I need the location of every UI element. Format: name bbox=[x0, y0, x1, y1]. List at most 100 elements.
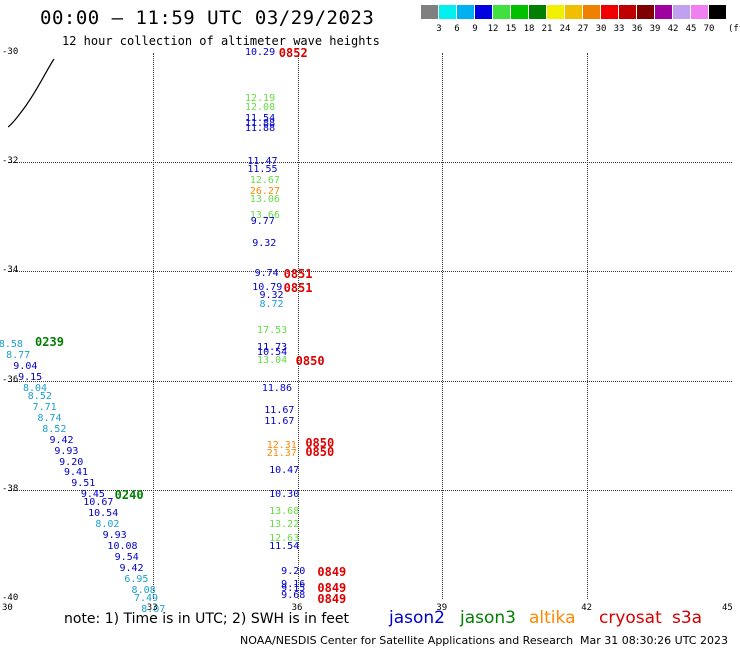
color-scale-tick: 6 bbox=[454, 24, 460, 34]
color-scale-tick: 33 bbox=[613, 24, 625, 34]
color-swatch bbox=[547, 5, 564, 19]
y-tick-label: -36 bbox=[2, 374, 19, 385]
wave-height-value: 10.79 bbox=[252, 281, 283, 293]
wave-height-value: 21.37 bbox=[266, 448, 297, 460]
wave-height-value: 10.67 bbox=[83, 497, 114, 509]
wave-height-value: 13.04 bbox=[257, 355, 288, 367]
grid-line-vertical bbox=[152, 53, 154, 599]
grid-line-horizontal bbox=[8, 380, 732, 382]
wave-height-value: 9.32 bbox=[252, 238, 277, 250]
color-swatch bbox=[637, 5, 654, 19]
wave-height-value: 6.95 bbox=[124, 573, 149, 585]
color-scale-tick: 9 bbox=[472, 24, 478, 34]
grid-line-horizontal bbox=[8, 489, 732, 491]
x-tick-label: 30 bbox=[2, 603, 13, 613]
wave-height-value: 9.42 bbox=[119, 562, 144, 574]
color-scale-tick: 42 bbox=[667, 24, 679, 34]
color-swatch bbox=[529, 5, 546, 19]
wave-height-value: 26.27 bbox=[249, 186, 280, 198]
pass-time-label: 0849 bbox=[317, 564, 347, 579]
color-swatch bbox=[421, 5, 438, 19]
legend-item-jason3: jason3 bbox=[460, 608, 516, 628]
wave-height-value: 12.19 bbox=[244, 93, 276, 105]
x-tick-label: 36 bbox=[291, 603, 303, 613]
page-subtitle: 12 hour collection of altimeter wave hei… bbox=[62, 34, 380, 48]
legend-item-s3a: s3a bbox=[672, 608, 703, 628]
wave-height-value: 7.49 bbox=[133, 593, 159, 604]
y-tick-label: -34 bbox=[2, 265, 19, 276]
wave-height-value: 12.63 bbox=[269, 532, 300, 544]
wave-height-value: 8.58 bbox=[0, 339, 23, 351]
wave-height-value: 13.06 bbox=[249, 194, 280, 206]
wave-height-value: 11.67 bbox=[264, 404, 295, 416]
wave-height-value: 8.08 bbox=[131, 584, 156, 596]
wave-height-value: 11.54 bbox=[269, 541, 300, 553]
wave-height-value: 7.71 bbox=[32, 401, 57, 413]
color-scale-tick: 39 bbox=[649, 24, 661, 34]
wave-height-value: 8.77 bbox=[6, 350, 31, 362]
pass-time-label: 0849 bbox=[317, 592, 347, 606]
grid-line-vertical bbox=[442, 53, 444, 599]
grid-line-horizontal bbox=[8, 271, 732, 273]
wave-height-value: 10.30 bbox=[269, 489, 300, 501]
color-swatch bbox=[601, 5, 618, 19]
wave-height-value: 10.08 bbox=[107, 541, 138, 553]
pass-time-label: 0850 bbox=[305, 436, 335, 451]
wave-height-value: 9.42 bbox=[49, 434, 74, 446]
wave-height-value: 11.88 bbox=[244, 123, 276, 135]
y-tick-label: -30 bbox=[2, 47, 19, 57]
legend-item-cryosat: cryosat bbox=[599, 608, 662, 628]
credit-text: NOAA/NESDIS Center for Satellite Applica… bbox=[240, 634, 574, 647]
color-swatch bbox=[457, 5, 474, 19]
pass-time-label: 0850 bbox=[295, 354, 325, 369]
color-scale-tick: 18 bbox=[523, 24, 535, 34]
grid-line-vertical bbox=[297, 53, 299, 599]
pass-time-label: 0239 bbox=[35, 335, 64, 350]
color-swatch bbox=[709, 5, 726, 19]
pass-time-label: 0849 bbox=[317, 581, 347, 596]
wave-height-value: 8.52 bbox=[42, 423, 67, 435]
grid-line-horizontal bbox=[8, 162, 732, 164]
color-swatch bbox=[475, 5, 492, 19]
wave-height-value: 8.72 bbox=[259, 299, 284, 311]
coastline bbox=[8, 58, 55, 128]
color-scale-tick: 27 bbox=[577, 24, 589, 34]
wave-height-value: 11.86 bbox=[261, 382, 292, 394]
color-scale-tick: 12 bbox=[487, 24, 499, 34]
wave-height-value: 11.54 bbox=[244, 112, 276, 124]
pass-time-label: 0851 bbox=[283, 280, 313, 295]
y-tick-label: -38 bbox=[2, 483, 19, 494]
wave-height-value: 17.53 bbox=[257, 325, 288, 337]
wave-height-value: 13.66 bbox=[249, 209, 280, 221]
wave-height-value: 11.67 bbox=[264, 415, 295, 427]
x-tick-label: 45 bbox=[722, 603, 733, 613]
page-title: 00:00 – 11:59 UTC 03/29/2023 bbox=[40, 7, 375, 29]
color-swatch bbox=[565, 5, 582, 19]
color-scale-tick: 15 bbox=[505, 24, 517, 34]
wave-height-value: 9.77 bbox=[250, 216, 275, 228]
x-tick-label: 33 bbox=[146, 603, 158, 613]
footnote: note: 1) Time is in UTC; 2) SWH is in fe… bbox=[64, 611, 350, 627]
y-tick-label: -32 bbox=[2, 156, 19, 167]
color-scale-unit: (ft) bbox=[728, 24, 740, 34]
wave-height-value: 9.68 bbox=[281, 590, 306, 602]
pass-time-label: 0851 bbox=[283, 267, 313, 282]
wave-height-value: 10.29 bbox=[244, 47, 276, 58]
color-swatch bbox=[673, 5, 690, 19]
color-swatch bbox=[691, 5, 708, 19]
color-scale-tick: 24 bbox=[559, 24, 571, 34]
wave-height-value: 12.31 bbox=[266, 440, 297, 452]
wave-height-value: 9.32 bbox=[259, 289, 284, 301]
wave-height-value: 9.15 bbox=[18, 371, 43, 383]
color-swatch bbox=[655, 5, 672, 19]
legend-item-altika: altika bbox=[529, 608, 576, 628]
wave-height-value: 9.41 bbox=[63, 467, 89, 479]
pass-time-label: 0852 bbox=[278, 46, 308, 60]
wave-height-value: 9.04 bbox=[13, 360, 38, 372]
color-swatch bbox=[439, 5, 456, 19]
color-swatch bbox=[511, 5, 528, 19]
wave-height-value: 8.07 bbox=[141, 603, 166, 615]
wave-height-value: 9.93 bbox=[54, 445, 79, 457]
color-scale-tick: 70 bbox=[703, 24, 715, 34]
pass-time-label: 0850 bbox=[305, 444, 335, 459]
